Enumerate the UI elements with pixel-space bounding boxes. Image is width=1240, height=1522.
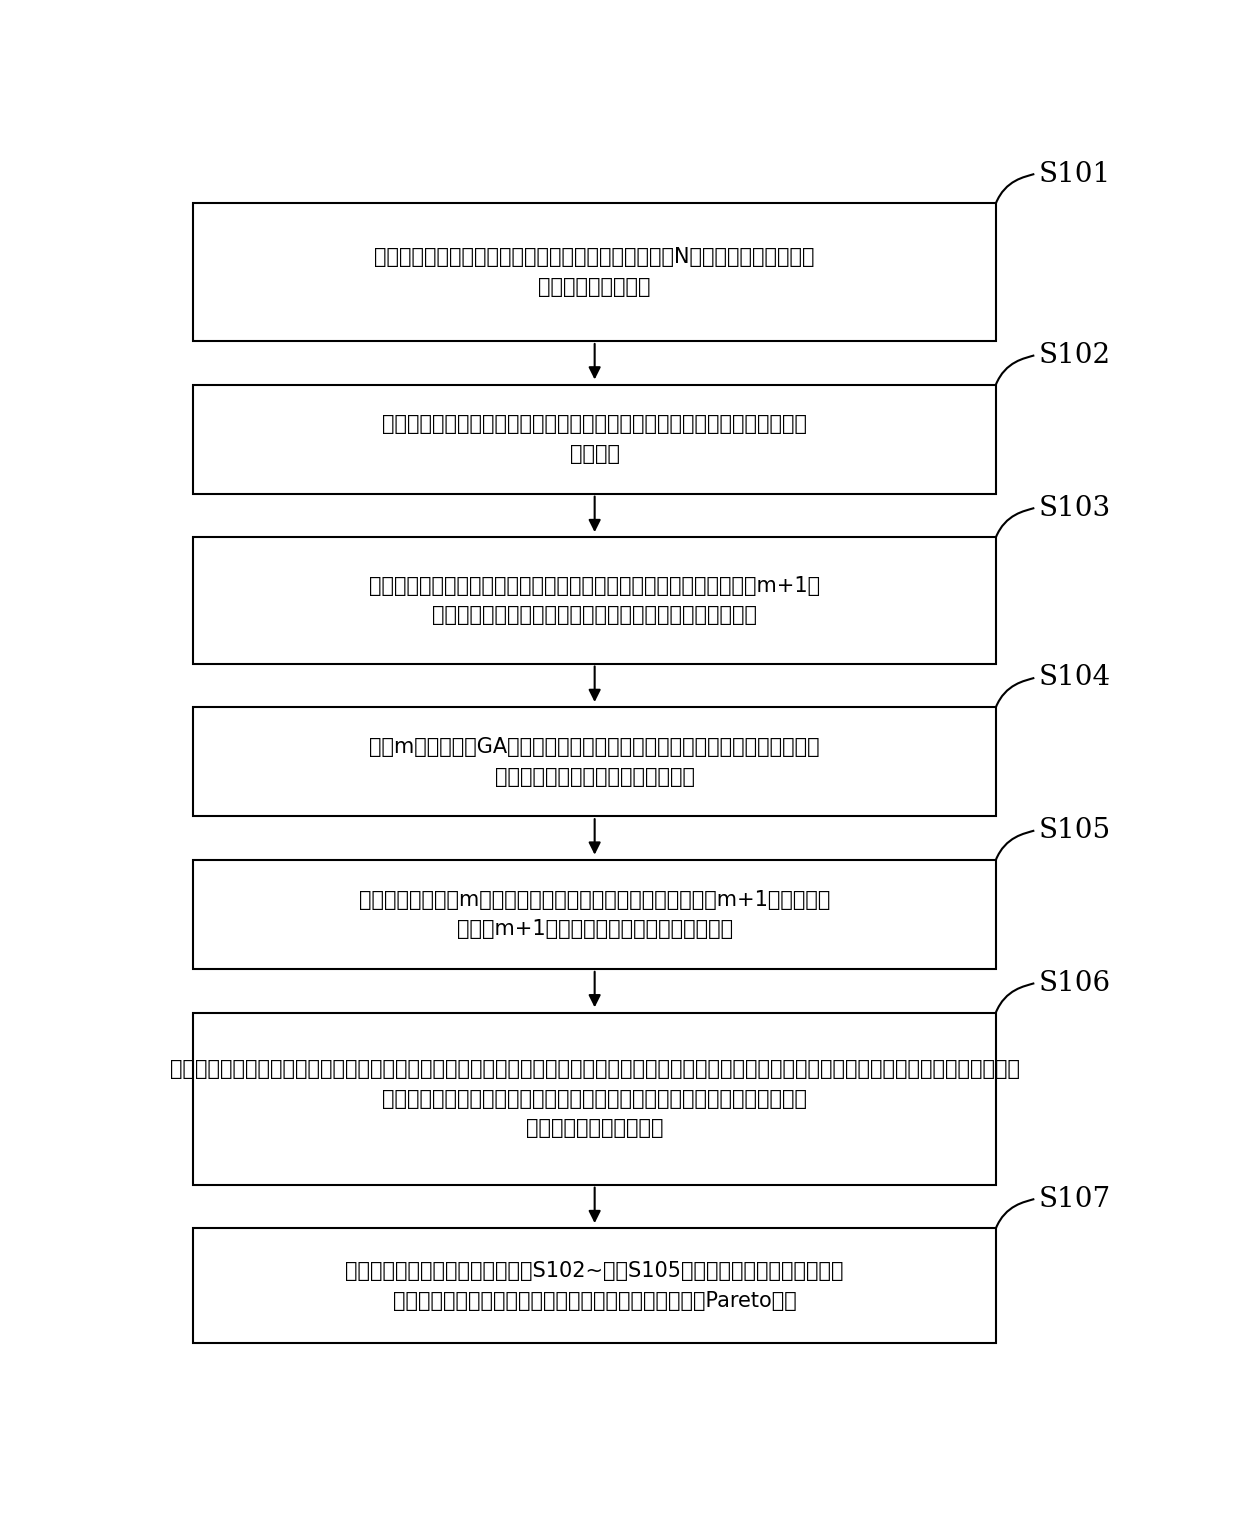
Bar <box>193 1228 996 1342</box>
Text: S107: S107 <box>1039 1186 1111 1213</box>
Text: S104: S104 <box>1039 665 1111 691</box>
Bar <box>193 537 996 664</box>
Text: 根据优化问题的目标函数计算出每个字符对象的适应度值，完成对所有字符对
象的评估: 根据优化问题的目标函数计算出每个字符对象的适应度值，完成对所有字符对 象的评估 <box>382 414 807 464</box>
Text: S105: S105 <box>1039 817 1111 845</box>
Text: 当每个基本膜中的规则和操作都结束以后，调用基本膜区域内的溶解规则，当溶解操作结束以后，来自于不同基本膜中的字符对象就会被释放到表层膜区域
中；然后将这些字符对象: 当每个基本膜中的规则和操作都结束以后，调用基本膜区域内的溶解规则，当溶解操作结束… <box>170 1059 1019 1138</box>
Text: 利用通信规则将前m基本膜中产生的交叉结果复制一份发送到第m+1个基本膜中
，对第m+1个基本膜中的多重集进行变异操作: 利用通信规则将前m基本膜中产生的交叉结果复制一份发送到第m+1个基本膜中 ，对第… <box>358 889 831 939</box>
Bar <box>193 204 996 341</box>
Bar <box>193 860 996 970</box>
Text: 在初始化完成以后，利用表层膜的分裂规则，在表层膜内部区域分裂出m+1个
基本膜，且分裂出的基本膜具有求解多目标优化问题的能力: 在初始化完成以后，利用表层膜的分裂规则，在表层膜内部区域分裂出m+1个 基本膜，… <box>370 575 820 626</box>
Text: S103: S103 <box>1039 495 1111 522</box>
Text: 根据优化问题的约束条件，在表层膜的区域内随机生成N个字符对象，字符对象
的编码格式为十进制: 根据优化问题的约束条件，在表层膜的区域内随机生成N个字符对象，字符对象 的编码格… <box>374 248 815 297</box>
Text: S101: S101 <box>1039 160 1111 187</box>
Bar <box>193 1012 996 1184</box>
Bar <box>193 385 996 493</box>
Text: 对前m个基本膜用GA算法中的交叉规则进行并行计算，以获得新的字符对象，
而并行计算可以极大加快地求解速度: 对前m个基本膜用GA算法中的交叉规则进行并行计算，以获得新的字符对象， 而并行计… <box>370 737 820 787</box>
Text: 如果算法不满足条件，则重复步骤S102~步骤S105；若算法满足条件，则终止迭
代，这个时候表层膜区域的多重集就是所求多目标问题的Pareto前沿: 如果算法不满足条件，则重复步骤S102~步骤S105；若算法满足条件，则终止迭 … <box>346 1260 844 1310</box>
Text: S106: S106 <box>1039 970 1111 997</box>
Bar <box>193 708 996 816</box>
Text: S102: S102 <box>1039 342 1111 368</box>
